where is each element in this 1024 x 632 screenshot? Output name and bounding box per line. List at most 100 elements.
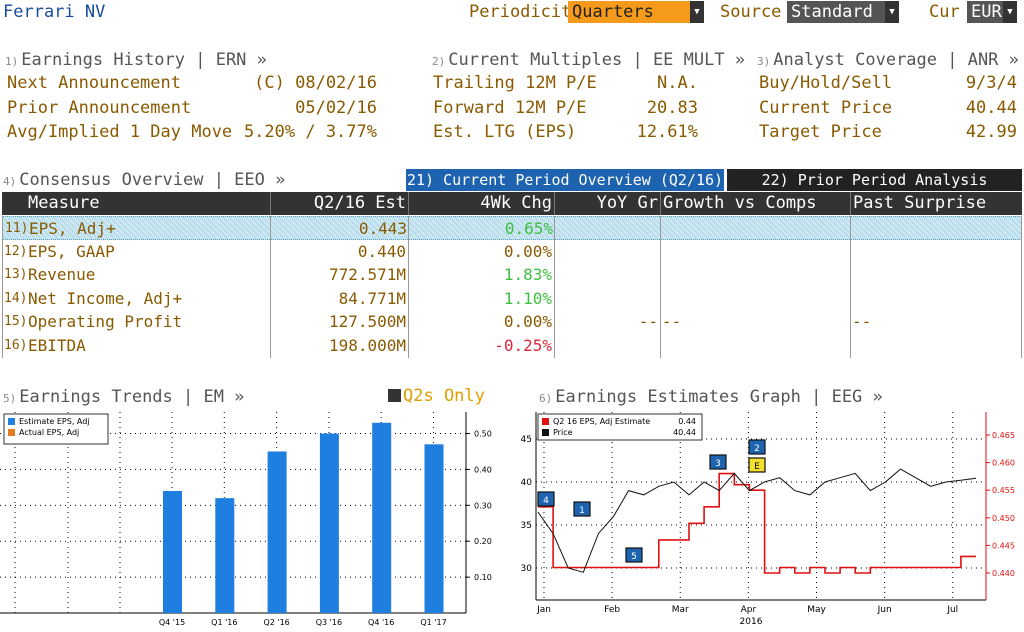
event-marker-label: 2 bbox=[754, 444, 760, 454]
legend-box bbox=[537, 413, 703, 441]
column-divider bbox=[850, 216, 851, 358]
legend-swatch bbox=[8, 418, 15, 425]
earnings-history-link[interactable]: 1) Earnings History | ERN » bbox=[5, 50, 267, 70]
right-tick-label: 0.440 bbox=[992, 569, 1015, 578]
event-marker-label: 1 bbox=[579, 506, 585, 516]
q2s-only-toggle[interactable]: Q2s Only bbox=[388, 386, 485, 406]
earnings-graph-link[interactable]: 6) Earnings Estimates Graph | EEG » bbox=[539, 387, 883, 407]
tab-current-period[interactable]: 21) Current Period Overview (Q2/16) bbox=[406, 169, 724, 191]
company-name: Ferrari NV bbox=[3, 2, 106, 22]
event-marker-label: 4 bbox=[543, 496, 549, 506]
x-tick-label: Q1 '17 bbox=[420, 618, 446, 627]
cell-est: 0.443 bbox=[358, 219, 407, 238]
earnings-trends-chart: 0.10 0.20 0.30 0.40 0.50 Q4 '15 Q1 '16 Q2 '16 Q3… bbox=[0, 412, 492, 627]
current-multiples-link[interactable]: 2) Current Multiples | EE MULT » bbox=[432, 50, 745, 70]
cell-chg: -0.25% bbox=[494, 336, 552, 355]
info-label: Est. LTG (EPS) bbox=[433, 122, 577, 142]
estimate-bar bbox=[372, 422, 392, 613]
info-row: Est. LTG (EPS) 12.61% bbox=[433, 122, 698, 147]
cell-idx: 12) bbox=[4, 243, 28, 259]
column-header[interactable]: Growth vs Comps bbox=[660, 192, 850, 215]
earnings-history-panel: Next Announcement (C) 08/02/16 Prior Anno… bbox=[7, 73, 377, 147]
column-divider bbox=[270, 216, 271, 358]
legend-label: Actual EPS, Adj bbox=[19, 428, 79, 437]
column-header[interactable]: YoY Gr bbox=[554, 192, 660, 215]
cell-measure: Net Income, Adj+ bbox=[28, 288, 183, 308]
section-index: 1) bbox=[5, 55, 19, 68]
cell-chg: 1.10% bbox=[503, 288, 552, 308]
column-header[interactable]: 4Wk Chg bbox=[408, 192, 554, 215]
column-header[interactable]: Measure bbox=[28, 193, 100, 213]
info-label: Target Price bbox=[759, 122, 882, 142]
currency-value: EUR bbox=[971, 2, 1002, 22]
x-tick-label: Q4 '15 bbox=[159, 618, 185, 627]
consensus-row[interactable]: 15) Operating Profit 127.500M 0.00% -- -- -- bbox=[2, 310, 1022, 334]
consensus-row[interactable]: 12) EPS, GAAP 0.440 0.00% bbox=[2, 240, 1022, 264]
event-marker-label: E bbox=[754, 462, 760, 472]
consensus-overview-link[interactable]: 4) Consensus Overview | EEO » bbox=[3, 170, 285, 190]
cell-idx: 14) bbox=[4, 290, 28, 306]
cell-chg: 1.83% bbox=[503, 265, 552, 285]
info-row: Target Price 42.99 bbox=[759, 122, 1017, 147]
column-header[interactable]: Q2/16 Est bbox=[270, 192, 408, 215]
cell-idx: 16) bbox=[4, 338, 28, 353]
tab-prior-period[interactable]: 22) Prior Period Analysis (Q1/16) bbox=[727, 169, 1022, 211]
estimate-bar bbox=[215, 498, 235, 613]
estimate-line bbox=[538, 472, 976, 574]
y-tick-label: 0.10 bbox=[474, 573, 492, 582]
estimate-bar bbox=[424, 444, 444, 613]
current-multiples-panel: Trailing 12M P/E N.A. Forward 12M P/E 20.8… bbox=[433, 73, 698, 147]
legend-box bbox=[3, 413, 109, 445]
toggle-label: Q2s Only bbox=[403, 386, 485, 406]
consensus-row[interactable]: 11) EPS, Adj+ 0.443 0.65% bbox=[2, 216, 1022, 240]
left-tick-label: 35 bbox=[521, 521, 532, 531]
info-label: Buy/Hold/Sell bbox=[759, 73, 893, 93]
section-title: Analyst Coverage | ANR » bbox=[773, 50, 1019, 70]
x-tick-label: Q2 '16 bbox=[263, 618, 289, 627]
consensus-table-header: Measure Q2/16 Est 4Wk Chg YoY Gr Growth … bbox=[2, 192, 1022, 215]
info-row: Trailing 12M P/E N.A. bbox=[433, 73, 698, 98]
cell-measure: Revenue bbox=[28, 265, 96, 285]
x-tick-label: Jan bbox=[536, 605, 551, 615]
cell-chg: 0.00% bbox=[503, 241, 552, 261]
consensus-row[interactable]: 13) Revenue 772.571M 1.83% bbox=[2, 263, 1022, 287]
info-label: Avg/Implied 1 Day Move bbox=[7, 122, 233, 142]
checkbox-icon bbox=[388, 389, 401, 402]
section-title: Consensus Overview | EEO » bbox=[19, 170, 286, 190]
info-row: Buy/Hold/Sell 9/3/4 bbox=[759, 73, 1017, 98]
section-index: 3) bbox=[757, 55, 771, 68]
info-value: 9/3/4 bbox=[965, 73, 1017, 93]
y-tick-label: 0.20 bbox=[474, 537, 492, 546]
periodicity-label: Periodicity bbox=[469, 2, 582, 22]
source-select[interactable]: Standard ▼ bbox=[787, 1, 899, 23]
info-label: Current Price bbox=[759, 97, 893, 118]
currency-select[interactable]: EUR ▼ bbox=[967, 1, 1017, 23]
consensus-row[interactable]: 16) EBITDA 198.000M -0.25% bbox=[2, 334, 1022, 358]
estimate-bar bbox=[319, 433, 339, 613]
cell-idx: 13) bbox=[4, 267, 28, 283]
event-marker bbox=[748, 457, 766, 473]
consensus-row[interactable]: 14) Net Income, Adj+ 84.771M 1.10% bbox=[2, 287, 1022, 311]
section-index: 5) bbox=[3, 392, 17, 405]
right-tick-label: 0.450 bbox=[992, 514, 1015, 523]
cell-yoy: -- bbox=[638, 312, 658, 332]
cell-measure: EBITDA bbox=[28, 336, 86, 355]
earnings-trends-link[interactable]: 5) Earnings Trends | EM » bbox=[3, 387, 244, 407]
analyst-coverage-link[interactable]: 3) Analyst Coverage | ANR » bbox=[757, 50, 1019, 70]
legend-label: Price bbox=[553, 428, 573, 437]
legend-swatch bbox=[8, 429, 15, 436]
column-divider bbox=[660, 216, 661, 358]
chevron-down-icon: ▼ bbox=[885, 1, 899, 23]
event-marker bbox=[573, 501, 591, 517]
cell-measure: EPS, Adj+ bbox=[29, 219, 116, 238]
column-header[interactable]: Past Surprise bbox=[850, 192, 1022, 215]
column-divider bbox=[554, 216, 555, 358]
column-divider bbox=[408, 216, 409, 358]
info-row: Forward 12M P/E 20.83 bbox=[433, 98, 698, 123]
cell-est: 772.571M bbox=[328, 265, 406, 285]
periodicity-select[interactable]: Quarters ▼ bbox=[568, 1, 704, 23]
section-title: Earnings Trends | EM » bbox=[19, 387, 245, 407]
cell-est: 84.771M bbox=[338, 288, 406, 308]
info-value: 5.20% / 3.77% bbox=[243, 122, 377, 142]
cell-measure: Operating Profit bbox=[28, 312, 183, 332]
